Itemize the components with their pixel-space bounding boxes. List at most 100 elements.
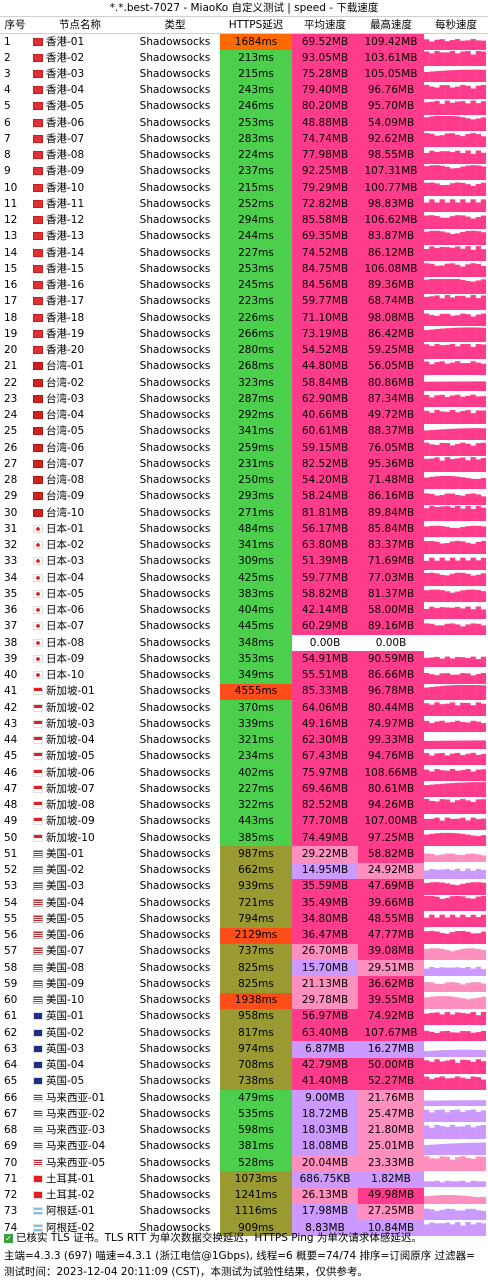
per-second-bar [449,278,456,294]
flag-jp-icon [33,557,43,566]
per-second-bar [455,799,461,814]
per-second-bar [455,1194,461,1204]
per-second-bar [424,1059,430,1074]
per-second-bar [470,1181,476,1188]
per-second-bar [470,39,476,50]
per-second-chart [424,521,488,538]
per-second-bar [444,949,451,960]
per-second-bar [470,428,476,440]
per-second-bar [475,216,482,229]
per-second-bar [449,1194,456,1204]
per-second-bar [475,1196,482,1204]
per-second-bar [439,344,445,359]
node-name-text: 阿根廷-01 [46,1205,95,1218]
per-second-bar [424,1144,430,1155]
per-second-bar [449,362,456,375]
per-second-bar [480,363,486,375]
per-second-bar [465,134,471,148]
per-second-bar [460,457,466,473]
per-second-bar [444,982,451,993]
per-second-bar [470,478,476,489]
per-second-bar [465,560,471,570]
per-second-bar [460,182,466,197]
per-second-bar [449,740,456,749]
per-second-bar [475,541,482,554]
https-latency: 341ms [220,537,292,554]
row-index: 34 [4,571,18,584]
per-second-bar [424,882,430,895]
node-name: 英国-03 [30,1041,130,1057]
per-second-bar [449,1014,456,1025]
table-row: 4 香港-04 Shadowsocks 243ms 79.40MB 96.76MB [0,82,488,99]
per-second-bar [434,429,440,440]
per-second-bar [434,329,440,343]
per-second-bar [449,168,456,180]
per-second-bar [460,883,466,895]
per-second-bar [480,1181,486,1188]
table-row: 18 香港-18 Shadowsocks 226ms 71.10MB 98.08MB [0,310,488,327]
table-row: 22 台湾-02 Shadowsocks 323ms 58.84MB 80.86MB [0,375,488,392]
per-second-bar [475,494,482,505]
max-speed: 86.16MB [358,488,424,505]
per-second-bar [439,882,445,895]
proxy-type: Shadowsocks [139,392,211,405]
row-index: 6 [4,116,11,129]
per-second-bar [465,1195,471,1204]
flag-hk-icon [33,167,43,176]
max-speed: 10.84MB [358,1220,424,1237]
per-second-bar [434,100,440,115]
per-second-chart [424,505,488,522]
row-index: 9 [4,165,11,178]
per-second-bar [475,1210,482,1220]
per-second-bar [460,1012,466,1025]
row-index: 31 [4,522,18,535]
per-second-chart [424,1041,488,1058]
proxy-type: Shadowsocks [139,1010,211,1023]
avg-speed: 9.00MB [292,1090,358,1107]
proxy-type: Shadowsocks [139,132,211,145]
row-index: 23 [4,392,18,405]
flag-jp-icon [33,573,43,582]
per-second-bar [429,996,435,1009]
per-second-bar [480,166,486,180]
avg-speed: 81.81MB [292,505,358,522]
per-second-bar [449,475,456,489]
flag-hk-icon [33,248,43,257]
per-second-bar [449,315,456,327]
row-index: 20 [4,344,18,357]
per-second-bar [460,442,466,457]
node-name-text: 香港-02 [46,51,85,64]
max-speed: 74.97MB [358,716,424,733]
per-second-chart [424,1009,488,1025]
flag-hk-icon [33,53,43,62]
node-name: 香港-02 [30,50,130,66]
proxy-type: Shadowsocks [139,262,211,275]
https-latency: 479ms [220,1090,292,1107]
per-second-bar [444,263,451,278]
node-name-text: 日本-04 [46,571,85,584]
per-second-bar [449,722,456,733]
node-name-text: 台湾-10 [46,506,85,519]
table-body: 1 香港-01 Shadowsocks 1684ms 69.52MB 109.42MB 2 香… [0,33,488,1237]
max-speed: 85.84MB [358,521,424,538]
per-second-bar [460,672,466,684]
avg-speed: 58.82MB [292,586,358,603]
node-name: 土耳其-02 [30,1188,130,1204]
flag-tr-icon [33,1191,43,1200]
node-name-text: 美国-08 [46,961,85,974]
per-second-bar [465,606,471,619]
node-name: 美国-08 [30,960,130,976]
per-second-bar [424,133,430,148]
per-second-bar [429,1051,435,1058]
max-speed: 24.92MB [358,862,424,879]
per-second-bar [429,818,435,830]
per-second-bar [439,685,445,700]
table-row: 54 美国-04 Shadowsocks 721ms 35.49MB 39.66MB [0,895,488,912]
per-second-bar [434,833,440,847]
proxy-type: Shadowsocks [139,1107,211,1120]
per-second-bar [424,1100,430,1107]
per-second-bar [460,1142,466,1155]
flag-hk-icon [33,281,43,290]
node-name-text: 美国-09 [46,977,85,990]
per-second-bar [449,133,456,148]
